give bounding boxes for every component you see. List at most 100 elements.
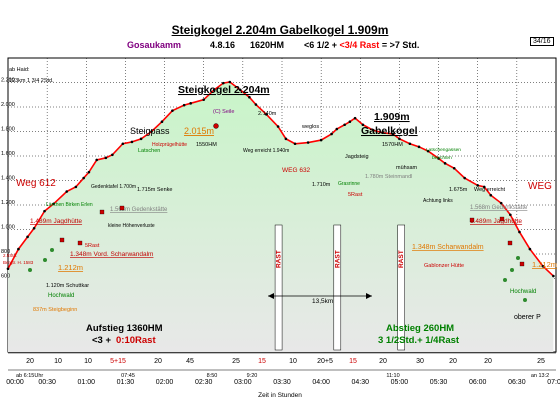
muehsam-label: mühsam <box>396 165 418 171</box>
profile-point <box>391 132 395 136</box>
x-tick-label: 02:30 <box>195 379 213 386</box>
x-tick-label: 01:00 <box>78 379 96 386</box>
time-summary: <6 1/2 + <3/4 Rast = >7 Std. <box>304 40 419 50</box>
gedenkstaette-l: 1.568m Gedenkstätte <box>110 207 168 213</box>
profile-point <box>330 132 333 136</box>
holzpruegel-label: Holzprügelhütte <box>152 142 187 148</box>
profile-point <box>52 202 55 206</box>
area-label: Gosaukamm <box>127 40 182 50</box>
profile-point <box>182 103 186 107</box>
aufstieg-label: Aufstieg 1360HM <box>86 323 163 334</box>
start-note: 123km 1 3/4 2Std. <box>9 78 54 84</box>
jagdsteig-label: Jagdsteig <box>345 154 369 160</box>
profile-point <box>398 137 401 141</box>
x-tick-label: 02:00 <box>156 379 174 386</box>
hoehenverluste: kleine Höhenverluste <box>108 223 155 229</box>
profile-point <box>26 235 29 239</box>
tree-marker <box>510 268 514 272</box>
distance-arrow-head-right <box>366 293 372 299</box>
profile-point <box>353 116 357 120</box>
bergst-left2: Bergtr. H. 1583 <box>3 260 34 265</box>
profile-point <box>228 80 232 84</box>
profile-point <box>437 157 440 160</box>
time-end: an 13:2 <box>531 373 549 379</box>
profile-point <box>482 185 486 189</box>
profile-point <box>130 140 134 144</box>
x-tick-label: 06:30 <box>508 379 526 386</box>
distance-arrow-head-left <box>268 293 274 299</box>
x-tick-label: 05:00 <box>391 379 409 386</box>
segment-label: 20 <box>449 358 457 365</box>
tree-marker <box>503 278 507 282</box>
tree-marker <box>50 248 54 252</box>
segment-label: 20 <box>154 358 162 365</box>
achtung-links: Achtung links <box>423 198 453 204</box>
y-tick-label: 600 <box>1 274 10 280</box>
hm1550-label: 1550HM <box>196 142 217 148</box>
latschengassen-1: Latschengassen <box>426 147 461 153</box>
hut-marker <box>119 205 125 211</box>
y-tick-label: 1.000 <box>1 225 15 231</box>
profile-point <box>306 141 310 144</box>
profile-point <box>552 274 555 278</box>
profile-point <box>160 120 164 123</box>
oberer-p: oberer P <box>514 314 541 321</box>
profile-point <box>189 102 192 105</box>
alt1715: 1.715m Senke <box>137 187 172 193</box>
alt1212-r: 1.212m <box>532 260 557 269</box>
profile-point <box>499 201 503 205</box>
profile-point <box>221 81 225 85</box>
time-0850: 8:50 <box>207 373 218 379</box>
scharwandalm-l: 1.348m Vord. Scharwandalm <box>70 251 153 258</box>
profile-point <box>238 88 242 92</box>
y-tick-label: 2.200 <box>1 78 15 84</box>
hut-marker <box>99 209 105 215</box>
profile-point <box>452 166 456 170</box>
profile-point <box>17 247 20 251</box>
rast-label: RAST <box>398 250 405 268</box>
profile-point <box>248 95 251 99</box>
profile-point <box>528 247 532 251</box>
time-start: ab 6:15Uhr <box>16 373 43 379</box>
aufstieg-rast: 0:10Rast <box>116 335 156 346</box>
profile-point <box>121 142 125 146</box>
profile-point <box>417 145 421 149</box>
alt1710: 1.710m <box>312 182 331 188</box>
x-tick-label: 03:00 <box>234 379 252 386</box>
gedenkstaette-r: 1.568m Gedenkstätte <box>470 205 528 211</box>
y-tick-label: 2.000 <box>1 102 15 108</box>
tree-marker <box>43 258 47 262</box>
profile-point <box>463 176 466 180</box>
profile-point <box>82 176 85 180</box>
bergst-left: 2.5Std. <box>3 253 17 258</box>
gedenktafel: Gedenktafel 1.700m <box>91 184 136 190</box>
x-tick-label: 03:30 <box>273 379 291 386</box>
weg-erreicht-1940: Weg erreicht 1.940m <box>243 148 289 154</box>
hochwald-l: Hochwald <box>48 293 74 299</box>
gabelkogel-name: Gabelkogel <box>361 125 418 137</box>
date-label: 4.8.16 <box>210 40 236 50</box>
profile-point <box>372 128 375 132</box>
fuenf-rast-l: 5Rast <box>85 243 100 249</box>
summit-alt: 2.140m <box>258 111 277 117</box>
profile-point <box>43 209 46 213</box>
segment-label: 5+15 <box>110 358 126 365</box>
profile-point <box>381 131 384 135</box>
y-tick-label: 1.200 <box>1 200 15 206</box>
x-axis-label: Zeit in Stunden <box>258 392 302 399</box>
abstieg-label: Abstieg 260HM <box>386 323 454 334</box>
segment-label: 15 <box>349 358 357 365</box>
profile-area-fill <box>8 82 554 352</box>
rast-label: RAST <box>276 250 283 268</box>
x-tick-label: 04:30 <box>352 379 370 386</box>
segment-label: 10 <box>54 358 62 365</box>
x-tick-label: 05:30 <box>430 379 448 386</box>
rast-bar <box>333 224 342 351</box>
weg612-label: Weg 612 <box>16 178 56 189</box>
latschengassen-2: beachten <box>432 155 452 161</box>
profile-line <box>7 81 554 277</box>
profile-point <box>541 264 545 268</box>
time-part3: = >7 Std. <box>379 40 420 50</box>
profile-point <box>87 170 91 174</box>
